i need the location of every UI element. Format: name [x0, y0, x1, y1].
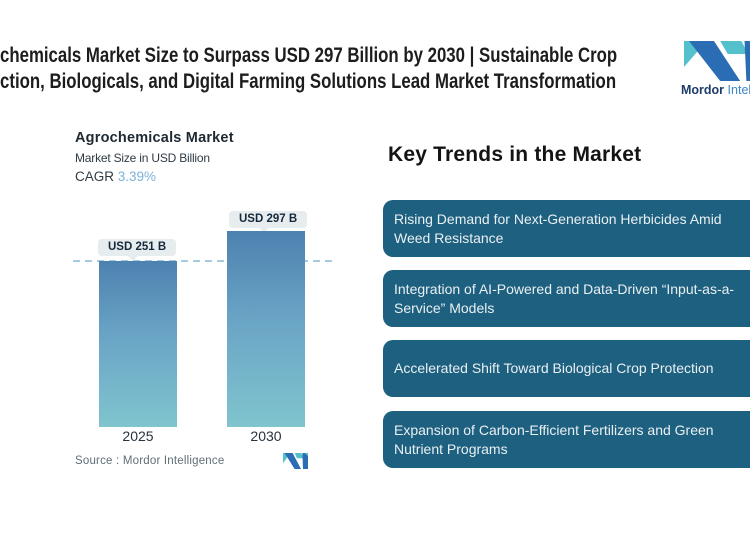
- data-label-2025: USD 251 B: [98, 239, 177, 261]
- mordor-intelligence-logo-icon: [684, 41, 750, 81]
- chart-cagr: CAGR 3.39%: [75, 169, 156, 184]
- trends-heading: Key Trends in the Market: [388, 143, 642, 166]
- x-axis-label-2025: 2025: [122, 428, 154, 444]
- source-attribution: Source : Mordor Intelligence: [75, 455, 224, 467]
- source-value: Mordor Intelligence: [122, 455, 225, 467]
- callout-pointer: [128, 256, 138, 261]
- chart-subtitle: Market Size in USD Billion: [75, 151, 210, 165]
- page-title-line-2: ction, Biologicals, and Digital Farming …: [0, 70, 617, 93]
- trend-item-biological-crop-protection: Accelerated Shift Toward Biological Crop…: [383, 340, 750, 397]
- cagr-label: CAGR: [75, 169, 115, 184]
- data-label-2030: USD 297 B: [229, 211, 308, 233]
- data-label-2025-text: USD 251 B: [108, 241, 167, 253]
- bar-2025: [99, 261, 177, 427]
- mordor-m-mini-logo-icon: [283, 453, 308, 469]
- bar-2030: [227, 231, 305, 427]
- data-label-2030-text: USD 297 B: [239, 213, 298, 225]
- x-axis-label-2030: 2030: [250, 428, 282, 444]
- mordor-m-mark-icon: [283, 453, 308, 469]
- callout-pointer: [259, 228, 269, 233]
- trend-item-ai-input-as-a-service: Integration of AI-Powered and Data-Drive…: [383, 270, 750, 327]
- trend-item-carbon-efficient-fertilizers: Expansion of Carbon-Efficient Fertilizer…: [383, 411, 750, 468]
- trend-item-herbicides: Rising Demand for Next-Generation Herbic…: [383, 200, 750, 257]
- brand-wordmark: Mordor Intelligence: [681, 83, 750, 97]
- cagr-value: 3.39%: [117, 169, 157, 184]
- reference-dashed-line: [73, 260, 335, 262]
- brand-name-secondary: Intelligence: [727, 83, 750, 97]
- chart-title: Agrochemicals Market: [75, 130, 234, 146]
- source-label: Source :: [75, 455, 120, 467]
- page-title-line-1: chemicals Market Size to Surpass USD 297…: [0, 44, 618, 67]
- brand-name-primary: Mordor: [681, 83, 725, 97]
- mordor-m-mark-icon: [684, 41, 750, 81]
